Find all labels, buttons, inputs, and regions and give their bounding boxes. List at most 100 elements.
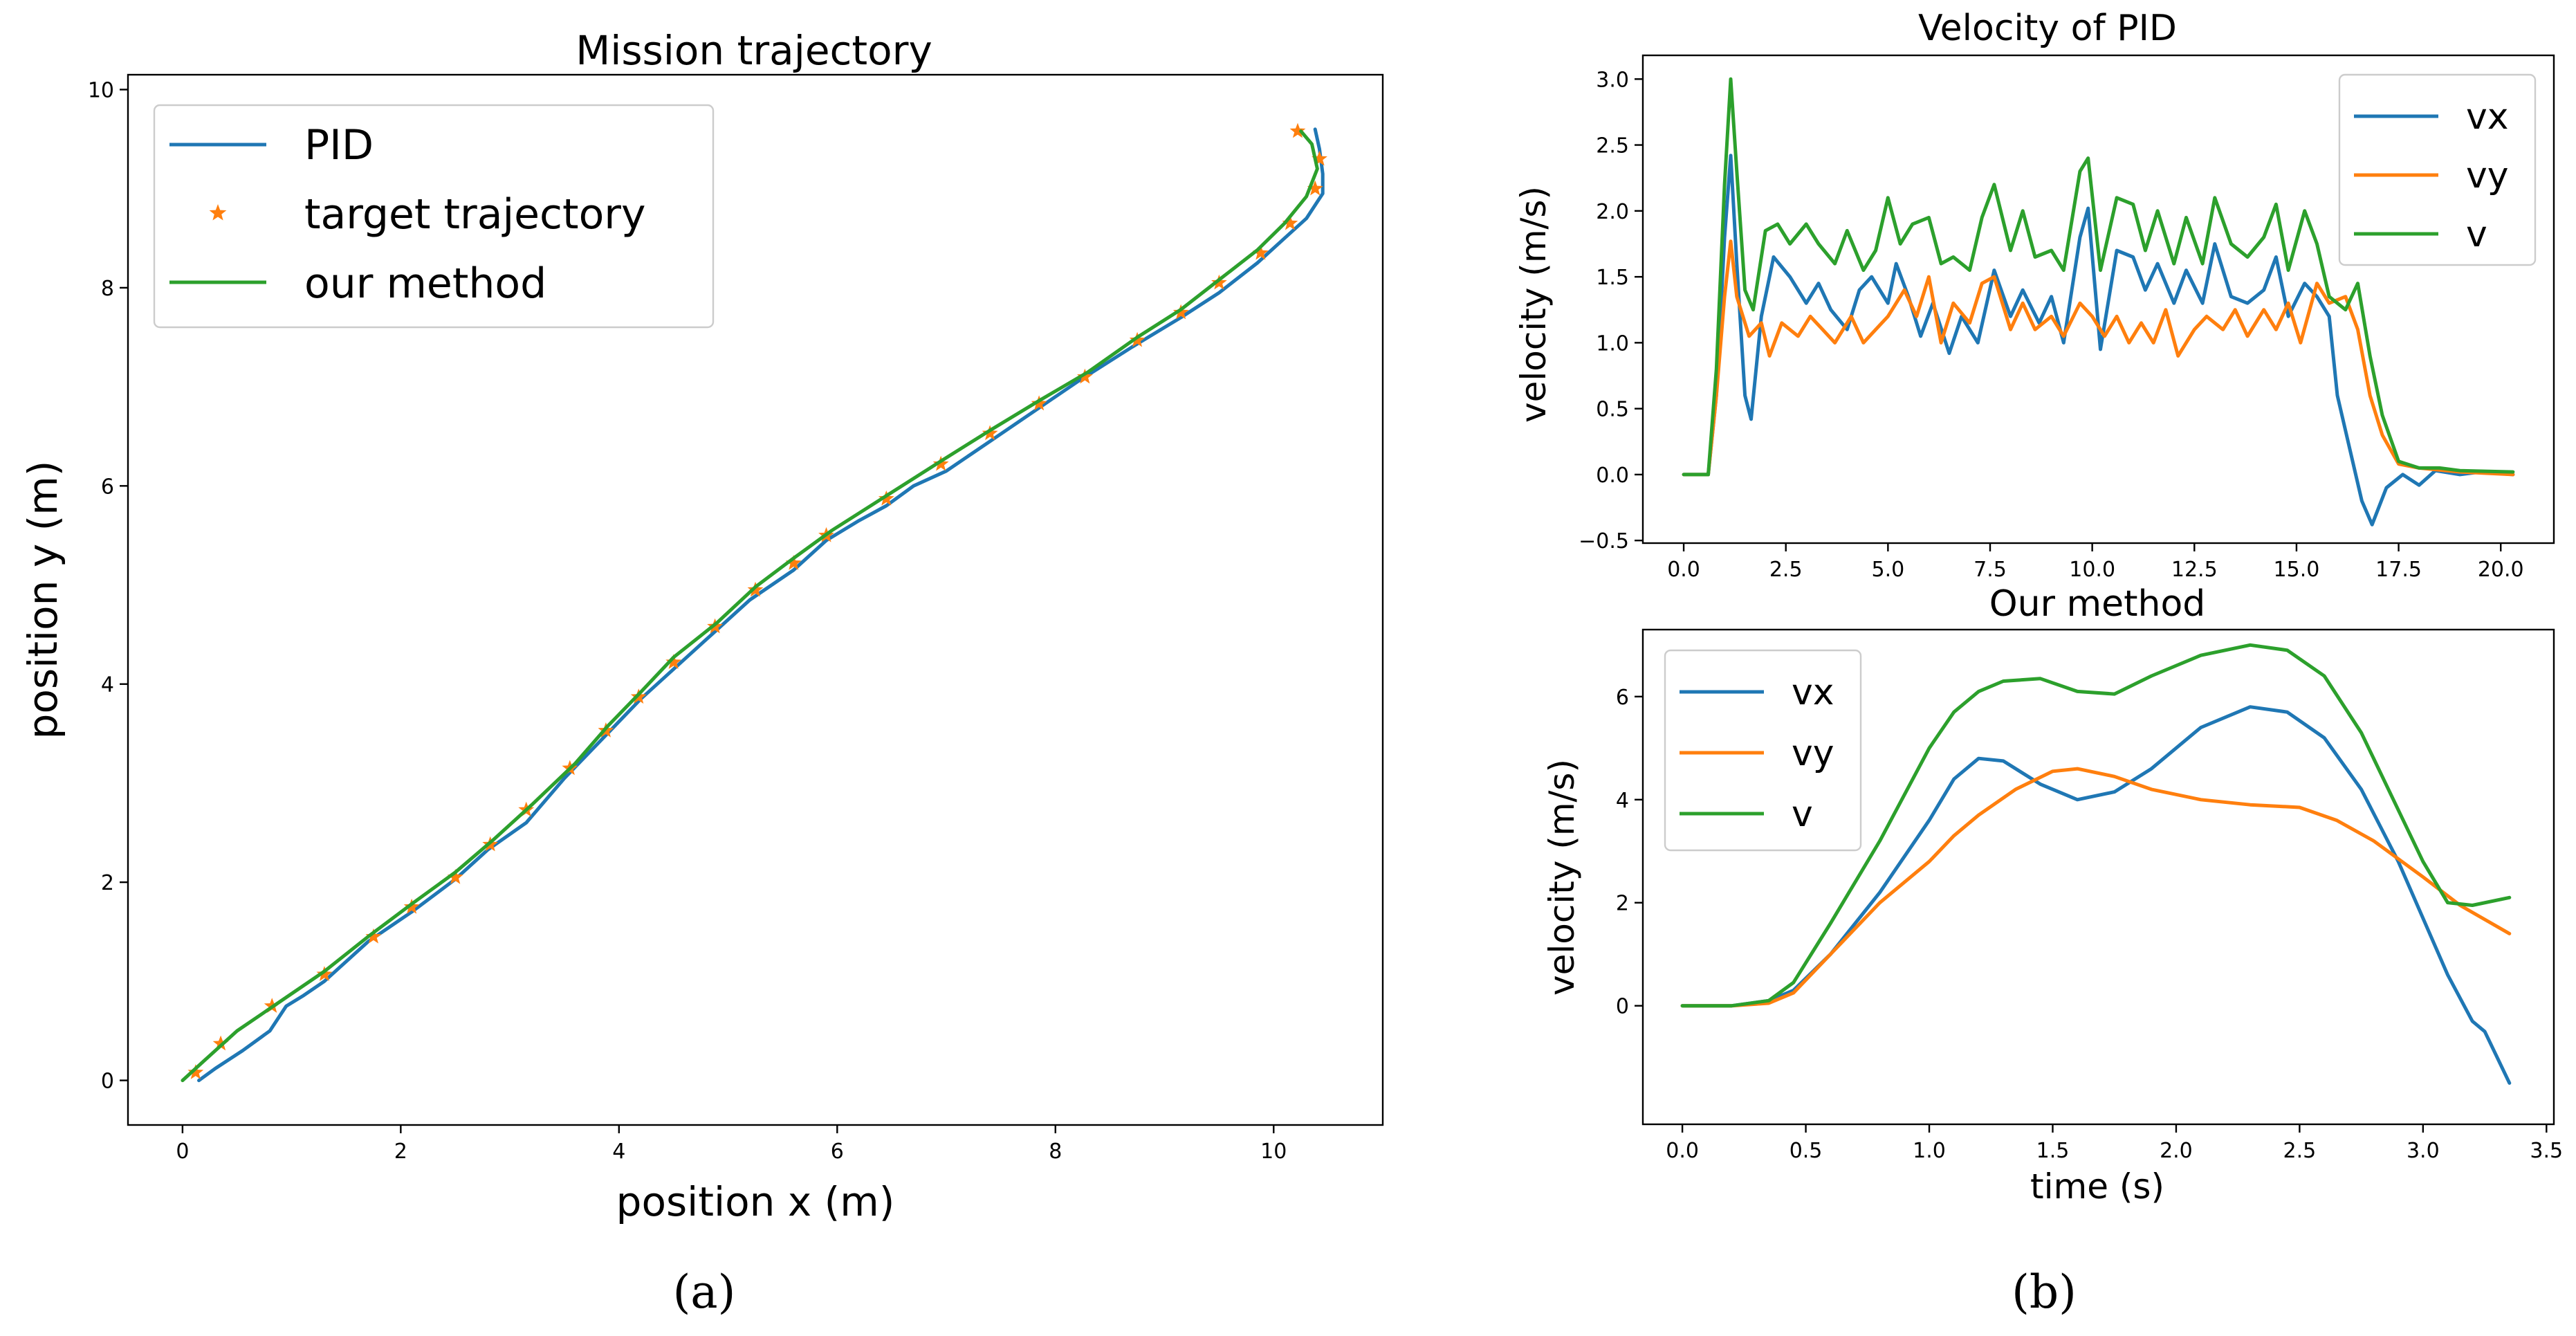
pid-plot-area (1641, 54, 2555, 545)
traj-xtick-label: 0 (176, 1140, 189, 1164)
pid-legend-box (2338, 73, 2537, 266)
pid-ytick-label: 0.5 (1596, 398, 1629, 422)
target-star-point (1031, 395, 1047, 411)
traj-ytick-label: 0 (101, 1070, 114, 1094)
trajectory-panel: Mission trajectory 0 2 4 6 8 10 0 2 4 6 8 10 posit… (19, 27, 1384, 1319)
ours-legend-box (1664, 649, 1862, 852)
pid-legend: vx vy v (2338, 73, 2537, 266)
ours-x-ticks: 0.0 0.5 1.0 1.5 2.0 2.5 3.0 3.5 (1666, 1124, 2563, 1163)
target-star-point (1312, 150, 1327, 166)
pid-y-ticks: −0.5 0.0 0.5 1.0 1.5 2.0 2.5 3.0 (1579, 68, 1643, 553)
pid-y-label: velocity (m/s) (1514, 186, 1554, 423)
legend-target-swatch (209, 204, 227, 221)
pid-line-v (1682, 77, 2515, 477)
ours-xtick-label: 1.5 (2036, 1139, 2070, 1163)
pid-title: Velocity of PID (1918, 8, 2177, 49)
pid-xtick-label: 17.5 (2375, 558, 2422, 582)
pid-ytick-label: 2.5 (1596, 134, 1629, 158)
pid-line-vy (1682, 239, 2515, 477)
ours-series (1680, 643, 2512, 1085)
pid-series (1682, 77, 2515, 527)
traj-xtick-label: 10 (1260, 1140, 1287, 1164)
pid-x-ticks: 0.0 2.5 5.0 7.5 10.0 12.5 15.0 17.5 20.0 (1667, 543, 2524, 582)
ours-legend-vy-label: vy (1792, 733, 1834, 774)
traj-xtick-label: 6 (831, 1140, 844, 1164)
traj-y-ticks: 0 2 4 6 8 10 (88, 78, 128, 1094)
traj-ytick-label: 8 (101, 277, 114, 301)
pid-xtick-label: 5.0 (1871, 558, 1904, 582)
target-star-point (1252, 244, 1269, 260)
ours-xtick-label: 0.5 (1790, 1139, 1823, 1163)
traj-line-our-method (181, 129, 1319, 1083)
pid-legend-vx-label: vx (2466, 96, 2509, 138)
traj-x-label: position x (m) (616, 1178, 895, 1225)
traj-y-label: position y (m) (19, 461, 66, 740)
pid-xtick-label: 10.0 (2069, 558, 2115, 582)
ours-line-v (1680, 643, 2512, 1008)
pid-xtick-label: 7.5 (1974, 558, 2007, 582)
ours-ytick-label: 6 (1616, 686, 1629, 710)
pid-line-vx (1682, 154, 2515, 527)
legend-pid-label: PID (304, 121, 374, 170)
pid-xtick-label: 15.0 (2274, 558, 2320, 582)
ours-xtick-label: 1.0 (1913, 1139, 1946, 1163)
target-star-point (316, 966, 333, 981)
ours-line-vy (1680, 767, 2512, 1008)
sublabel-a: (a) (673, 1265, 736, 1319)
sublabel-b: (b) (2012, 1265, 2077, 1319)
target-star-point (403, 898, 420, 914)
ours-legend-vx-label: vx (1792, 672, 1834, 713)
traj-x-ticks: 0 2 4 6 8 10 (176, 1125, 1287, 1164)
ours-xtick-label: 0.0 (1666, 1139, 1699, 1163)
traj-ytick-label: 2 (101, 871, 114, 895)
traj-series (181, 122, 1327, 1083)
legend-star-glyph (209, 204, 227, 221)
pid-ytick-label: 0.0 (1596, 464, 1629, 488)
pid-xtick-label: 0.0 (1667, 558, 1700, 582)
pid-ytick-label: 1.0 (1596, 331, 1629, 356)
traj-line-pid (197, 127, 1325, 1083)
legend-ours-label: our method (304, 259, 546, 308)
traj-ytick-label: 10 (88, 78, 114, 102)
ours-x-label: time (s) (2030, 1166, 2164, 1207)
pid-ytick-label: 3.0 (1596, 68, 1629, 92)
traj-xtick-label: 4 (612, 1140, 625, 1164)
pid-legend-vy-label: vy (2466, 155, 2509, 196)
ours-y-ticks: 0 2 4 6 (1616, 686, 1643, 1019)
ours-legend-v-label: v (1792, 794, 1813, 835)
pid-velocity-panel: Velocity of PID 0.0 2.5 5.0 7.5 10.0 12.5 15.0… (1514, 8, 2555, 582)
ours-plot-area (1641, 628, 2555, 1126)
traj-title: Mission trajectory (576, 27, 932, 74)
ours-velocity-panel: Our method 0.0 0.5 1.0 1.5 2.0 2.5 3.0 3.5 0 2 4 6… (1542, 583, 2563, 1319)
target-star-point (982, 425, 998, 441)
ours-ytick-label: 4 (1616, 789, 1629, 813)
target-star-point (1172, 304, 1189, 320)
target-star-point (665, 654, 682, 669)
ours-ytick-label: 0 (1616, 995, 1629, 1019)
pid-xtick-label: 12.5 (2171, 558, 2218, 582)
pid-xtick-label: 20.0 (2478, 558, 2524, 582)
ours-xtick-label: 2.5 (2283, 1139, 2317, 1163)
target-star-point (1307, 180, 1323, 196)
target-star-point (1289, 122, 1306, 138)
target-star-point (187, 1064, 204, 1079)
ours-y-label: velocity (m/s) (1542, 759, 1582, 996)
pid-xtick-label: 2.5 (1769, 558, 1803, 582)
ours-title: Our method (1989, 583, 2206, 625)
target-star-point (1129, 331, 1146, 347)
target-star-point (447, 869, 463, 884)
legend-target-label: target trajectory (304, 190, 645, 239)
target-star-point (1077, 368, 1093, 384)
target-star-point (1282, 214, 1298, 230)
traj-legend-box (153, 104, 715, 329)
traj-ytick-label: 4 (101, 673, 114, 697)
traj-ytick-label: 6 (101, 475, 114, 499)
traj-xtick-label: 8 (1049, 1140, 1062, 1164)
pid-ytick-label: 2.0 (1596, 200, 1629, 224)
target-star-point (212, 1035, 229, 1051)
traj-xtick-label: 2 (394, 1140, 407, 1164)
pid-legend-v-label: v (2466, 214, 2487, 255)
target-star-point (785, 555, 802, 570)
pid-ytick-label: 1.5 (1596, 266, 1629, 290)
